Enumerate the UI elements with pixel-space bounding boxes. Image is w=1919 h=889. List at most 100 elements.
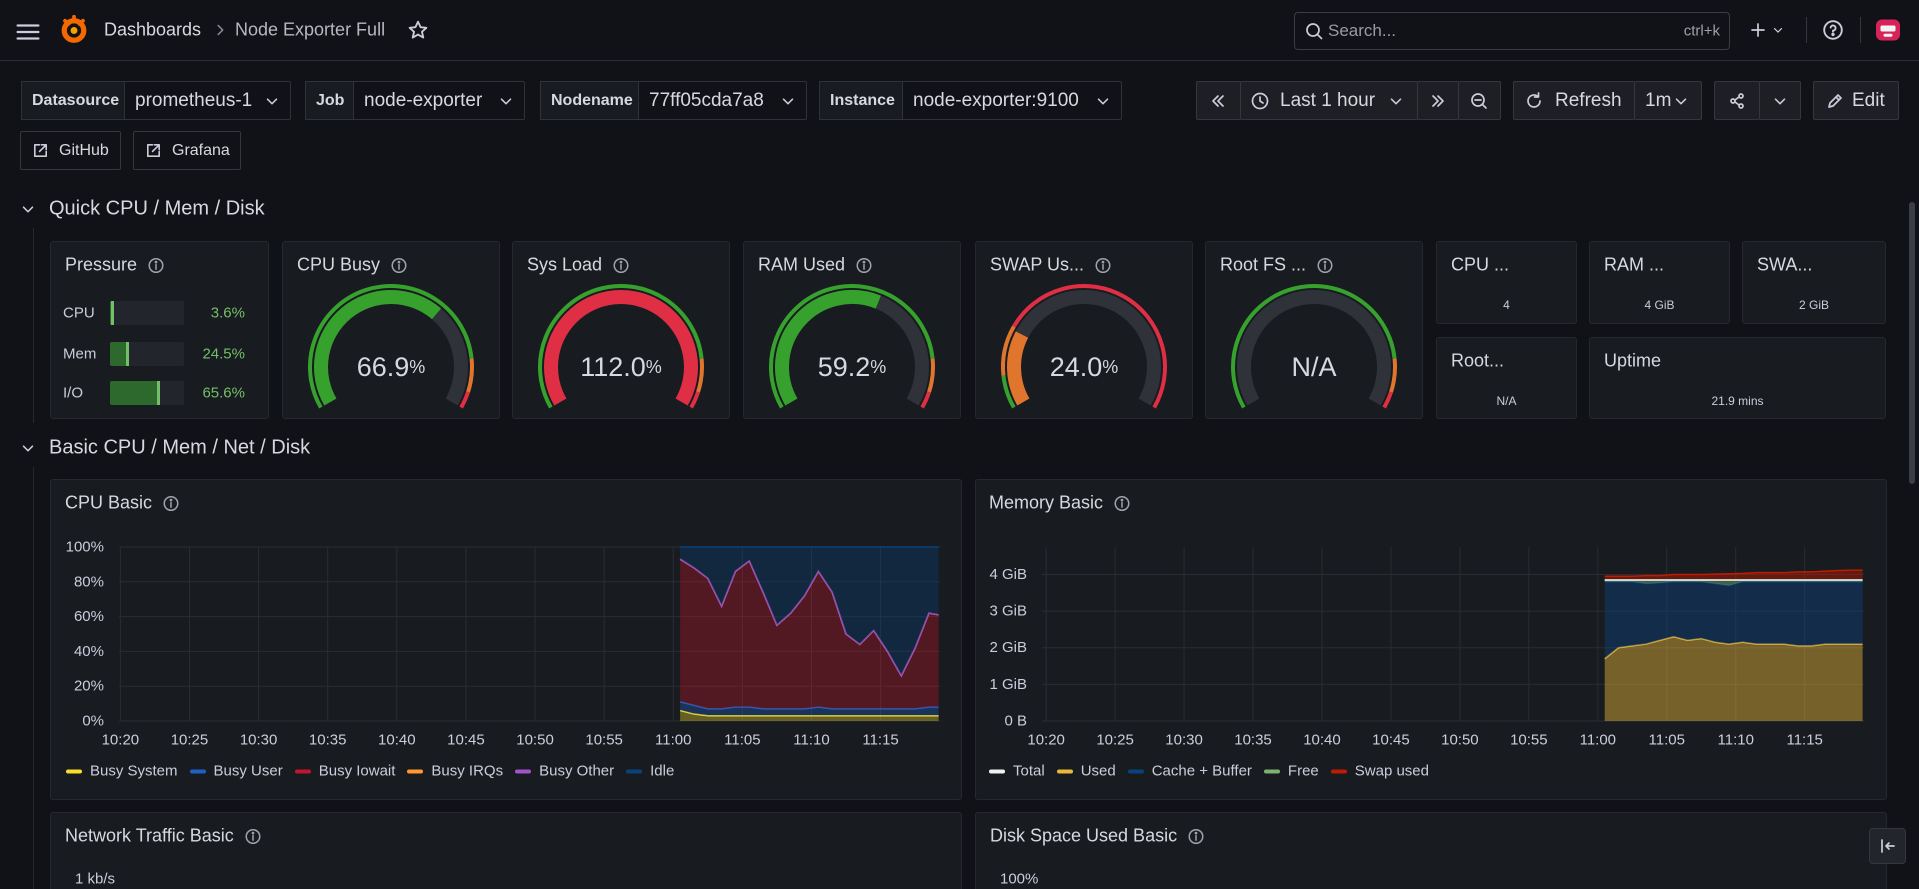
search-icon (1306, 23, 1323, 40)
share-chevron (1774, 98, 1786, 105)
panel-header: CPU Busy (297, 255, 408, 276)
interval-chevron (1675, 98, 1687, 105)
y-tick-label: 100% (1000, 870, 1039, 888)
row-toggle[interactable] (19, 200, 37, 218)
legend-item[interactable]: Busy Other (515, 763, 614, 780)
legend-label: Total (1013, 762, 1045, 780)
row-toggle[interactable] (19, 439, 37, 457)
time-range: Last 1 hour (1280, 89, 1376, 111)
panel-title: SWA... (1757, 254, 1813, 275)
row-guide (33, 228, 34, 423)
grafana-logo-part (70, 27, 78, 34)
pressure-bar-edge (126, 342, 130, 366)
add-menu-chevron[interactable] (1771, 23, 1785, 37)
menu-button[interactable] (15, 19, 41, 45)
panel-header: Disk Space Used Basic (990, 826, 1205, 847)
share-menu-button[interactable] (1759, 81, 1801, 120)
panel-header: Memory Basic (989, 493, 1131, 514)
add-button[interactable] (1748, 20, 1768, 40)
clock-icon (1251, 92, 1269, 110)
legend-item[interactable]: Total (989, 763, 1045, 780)
variable-label: Nodename (551, 91, 633, 109)
info-icon (391, 257, 407, 273)
pressure-bar-track (110, 301, 184, 325)
y-tick-label: 1 kb/s (75, 870, 116, 888)
legend-item[interactable]: Busy IRQs (407, 763, 503, 780)
panel-title: Uptime (1604, 350, 1662, 371)
stat-panel (1436, 241, 1577, 324)
info-icon-part (1114, 495, 1130, 511)
info-icon-part (1317, 257, 1333, 273)
legend-item[interactable]: Free (1263, 763, 1319, 780)
panel-title: Sys Load (527, 254, 603, 275)
time-range-picker[interactable] (1240, 81, 1418, 120)
variable-label: Instance (830, 91, 895, 109)
legend-item[interactable]: Cache + Buffer (1127, 763, 1252, 780)
edit-button[interactable] (1813, 81, 1899, 120)
legend-swatch (1127, 769, 1144, 773)
info-icon-part (1095, 257, 1111, 273)
refresh-button[interactable] (1513, 81, 1635, 120)
pressure-value: 65.6% (202, 384, 245, 402)
legend-item[interactable]: Used (1056, 763, 1116, 780)
pressure-bar (110, 381, 159, 405)
variable-chevron-part (782, 98, 794, 105)
top-bar (0, 0, 1919, 61)
legend-item[interactable]: Swap used (1330, 762, 1429, 780)
user-avatar-part (1883, 33, 1893, 37)
time-range-chevron-part (1390, 98, 1402, 105)
variable-label: Job (316, 91, 345, 109)
share-icon-part (1734, 96, 1740, 106)
variable-label-box (819, 81, 903, 120)
panel-title: Memory Basic (989, 492, 1104, 513)
info-icon (148, 257, 164, 273)
row-toggle-part (22, 206, 34, 213)
info-icon (163, 495, 179, 511)
legend-swatch (66, 769, 82, 773)
refresh-interval-picker[interactable] (1634, 81, 1702, 120)
panel-title: RAM Used (758, 254, 846, 275)
info-icon-part (154, 260, 158, 264)
info-icon-part (148, 257, 164, 273)
pressure-value: 24.5% (202, 345, 245, 363)
search-box[interactable] (1294, 12, 1730, 50)
info-icon-part (397, 260, 401, 264)
star-button[interactable] (407, 19, 429, 41)
add-menu-chevron-part (1773, 28, 1783, 33)
info-icon-part (251, 831, 255, 835)
legend-item[interactable]: Busy User (189, 762, 283, 780)
pressure-label: I/O (63, 384, 84, 402)
panel-title: Disk Space Used Basic (990, 825, 1178, 846)
panel-title: RAM ... (1604, 254, 1665, 275)
share-icon-part (1738, 93, 1744, 99)
separator (1860, 17, 1861, 43)
info-icon-part (391, 257, 407, 273)
legend-item[interactable]: Busy Iowait (294, 763, 395, 780)
stat-panel (1742, 241, 1886, 324)
separator (1806, 17, 1807, 43)
panel-header: SWAP Us... (990, 255, 1112, 276)
share-button[interactable] (1714, 81, 1760, 120)
panel-header: Root FS ... (1220, 255, 1334, 276)
legend-label: Busy User (213, 762, 283, 780)
user-avatar[interactable] (1873, 15, 1903, 45)
variable-chevron (782, 98, 794, 105)
clock-icon-part (1259, 96, 1264, 104)
legend-item[interactable]: Busy System (66, 763, 178, 780)
help-button[interactable] (1822, 19, 1844, 41)
external-link-icon-part (33, 143, 48, 158)
panel-header: Root... (1451, 351, 1504, 372)
row-guide (33, 467, 34, 889)
time-forward-icon (1432, 95, 1444, 107)
external-link-icon (33, 143, 48, 158)
legend-label: Swap used (1354, 762, 1429, 780)
legend-item[interactable]: Idle (626, 763, 674, 780)
dashboard-link[interactable] (20, 131, 121, 170)
timeseries-panel (975, 812, 1887, 889)
external-link-icon (146, 143, 161, 158)
share-chevron-part (1774, 98, 1786, 105)
share-icon-part (1730, 98, 1736, 104)
legend-label: Idle (650, 762, 675, 780)
dashboard-link[interactable] (133, 131, 241, 170)
info-icon-part (245, 828, 261, 844)
